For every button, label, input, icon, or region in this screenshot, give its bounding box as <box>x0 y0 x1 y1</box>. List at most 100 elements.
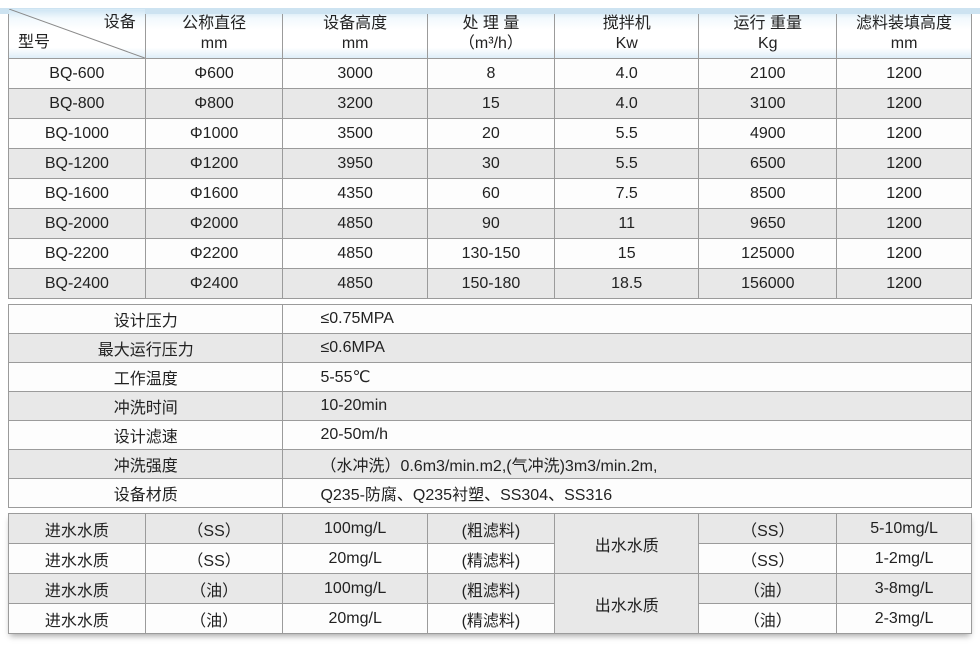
parameter-label-cell: 设备材质 <box>7 478 284 508</box>
model-row: BQ-800 Φ800 3200 15 4.0 3100 1200 <box>8 88 972 119</box>
model-cell: BQ-1000 <box>8 118 146 149</box>
spec-value-cell: 3950 <box>282 148 428 179</box>
model-cell: BQ-1200 <box>8 148 146 179</box>
spec-value-cell: 3100 <box>698 88 838 119</box>
spec-value-cell: Φ2000 <box>144 208 284 239</box>
column-header-line2: Kw <box>615 34 638 52</box>
spec-value-cell: 3000 <box>282 58 428 89</box>
spec-value-cell: 8500 <box>698 178 838 209</box>
spec-value-cell: 4850 <box>282 208 428 239</box>
spec-value-cell: 60 <box>426 178 555 209</box>
spec-value-cell: Φ2200 <box>144 238 284 269</box>
parameter-value-cell: ≤0.6MPA <box>282 333 972 363</box>
column-header-line2: （m³/h） <box>458 34 523 52</box>
spec-value-cell: 130-150 <box>426 238 555 269</box>
column-header-cell: 处 理 量 （m³/h） <box>426 8 555 59</box>
column-header-cell: 运行 重量 Kg <box>698 8 838 59</box>
parameter-value-cell: （水冲洗）0.6m3/min.m2,(气冲洗)3m3/min.2m, <box>282 449 972 479</box>
spec-value-cell: 1200 <box>836 88 972 119</box>
model-row: BQ-1600 Φ1600 4350 60 7.5 8500 1200 <box>8 178 972 209</box>
spec-value-cell: 11 <box>553 208 700 239</box>
inlet-value-cell: 20mg/L <box>282 543 428 574</box>
parameter-row: 冲洗时间 10-20min <box>7 391 972 421</box>
spec-value-cell: Φ800 <box>144 88 284 119</box>
inlet-label-cell: 进水水质 <box>8 543 146 574</box>
spec-value-cell: 1200 <box>836 208 972 239</box>
spec-value-cell: 150-180 <box>426 268 555 299</box>
parameter-value-cell: Q235-防腐、Q235衬塑、SS304、SS316 <box>282 478 972 508</box>
spec-value-cell: 1200 <box>836 58 972 89</box>
spec-value-cell: 156000 <box>698 268 838 299</box>
spec-value-cell: 90 <box>426 208 555 239</box>
model-cell: BQ-2400 <box>8 268 146 299</box>
water-quality-row: 进水水质 （SS） 100mg/L (粗滤料) 出水水质 （SS） 5-10mg/L <box>8 513 972 574</box>
column-header-line1: 滤料装填高度 <box>856 14 953 32</box>
spec-value-cell: 4900 <box>698 118 838 149</box>
model-row: BQ-1200 Φ1200 3950 30 5.5 6500 1200 <box>8 148 972 179</box>
filter-media-cell: (粗滤料) <box>426 513 555 544</box>
column-header-line1: 处 理 量 <box>462 14 520 32</box>
outlet-label-cell: 出水水质 <box>553 513 700 574</box>
parameter-label-cell: 最大运行压力 <box>7 333 284 363</box>
column-header-line1: 公称直径 <box>182 14 247 32</box>
spec-value-cell: 2100 <box>698 58 838 89</box>
spec-value-cell: 5.5 <box>553 118 700 149</box>
spec-value-cell: 15 <box>553 238 700 269</box>
parameter-label-cell: 设计滤速 <box>7 420 284 450</box>
parameter-label-cell: 冲洗时间 <box>7 391 284 421</box>
model-cell: BQ-600 <box>8 58 146 89</box>
outlet-param-cell: （油） <box>698 603 838 634</box>
spec-value-cell: 1200 <box>836 268 972 299</box>
outlet-value-cell: 1-2mg/L <box>836 543 972 574</box>
inlet-value-cell: 100mg/L <box>282 513 428 544</box>
inlet-label-cell: 进水水质 <box>8 513 146 544</box>
spec-value-cell: 7.5 <box>553 178 700 209</box>
column-header-line2: mm <box>200 34 228 52</box>
top-accent-strip <box>0 8 980 14</box>
spec-value-cell: 1200 <box>836 238 972 269</box>
parameter-row: 冲洗强度 （水冲洗）0.6m3/min.m2,(气冲洗)3m3/min.2m, <box>7 449 972 479</box>
parameter-row: 设备材质 Q235-防腐、Q235衬塑、SS304、SS316 <box>7 478 972 508</box>
spec-value-cell: Φ600 <box>144 58 284 89</box>
header-row: 设备 型号 公称直径 mm 设备高度 mm 处 理 量 （m³/h） 搅拌机 Kw 运行 重量 K… <box>8 8 972 59</box>
diagonal-header-cell: 设备 型号 <box>8 8 146 59</box>
inlet-label-cell: 进水水质 <box>8 573 146 604</box>
model-row: BQ-600 Φ600 3000 8 4.0 2100 1200 <box>8 58 972 89</box>
inlet-value-cell: 100mg/L <box>282 573 428 604</box>
inlet-param-cell: （油） <box>144 573 284 604</box>
column-header-line2: mm <box>890 34 918 52</box>
outlet-value-cell: 2-3mg/L <box>836 603 972 634</box>
spec-value-cell: Φ1000 <box>144 118 284 149</box>
parameter-row: 最大运行压力 ≤0.6MPA <box>7 333 972 363</box>
spec-value-cell: Φ2400 <box>144 268 284 299</box>
model-row: BQ-2000 Φ2000 4850 90 11 9650 1200 <box>8 208 972 239</box>
spec-value-cell: Φ1200 <box>144 148 284 179</box>
spec-value-cell: 9650 <box>698 208 838 239</box>
column-header-cell: 滤料装填高度 mm <box>836 8 972 59</box>
equipment-spec-sheet: 设备 型号 公称直径 mm 设备高度 mm 处 理 量 （m³/h） 搅拌机 Kw 运行 重量 K… <box>0 8 980 645</box>
water-quality-row: 进水水质 （油） 20mg/L (精滤料) （油） 2-3mg/L <box>8 603 972 634</box>
spec-value-cell: 15 <box>426 88 555 119</box>
parameter-value-cell: 10-20min <box>282 391 972 421</box>
spec-value-cell: 125000 <box>698 238 838 269</box>
water-quality-row: 进水水质 （油） 100mg/L (粗滤料) 出水水质 （油） 3-8mg/L <box>8 573 972 634</box>
outlet-param-cell: （SS） <box>698 513 838 544</box>
parameter-row: 工作温度 5-55℃ <box>7 362 972 392</box>
spec-value-cell: Φ1600 <box>144 178 284 209</box>
spec-value-cell: 30 <box>426 148 555 179</box>
column-header-line1: 运行 重量 <box>733 14 802 32</box>
inlet-label-cell: 进水水质 <box>8 603 146 634</box>
parameter-label-cell: 冲洗强度 <box>7 449 284 479</box>
diagonal-label-device: 设备 <box>103 14 136 31</box>
column-header-line2: Kg <box>757 34 778 52</box>
model-row: BQ-2400 Φ2400 4850 150-180 18.5 156000 1200 <box>8 268 972 299</box>
outlet-param-cell: （SS） <box>698 543 838 574</box>
model-cell: BQ-2000 <box>8 208 146 239</box>
model-spec-table: 设备 型号 公称直径 mm 设备高度 mm 处 理 量 （m³/h） 搅拌机 Kw 运行 重量 K… <box>8 8 972 299</box>
spec-value-cell: 3500 <box>282 118 428 149</box>
spec-value-cell: 4850 <box>282 238 428 269</box>
parameter-value-cell: 5-55℃ <box>282 362 972 392</box>
column-header-line1: 搅拌机 <box>602 14 651 32</box>
spec-value-cell: 4.0 <box>553 88 700 119</box>
column-header-cell: 搅拌机 Kw <box>553 8 700 59</box>
